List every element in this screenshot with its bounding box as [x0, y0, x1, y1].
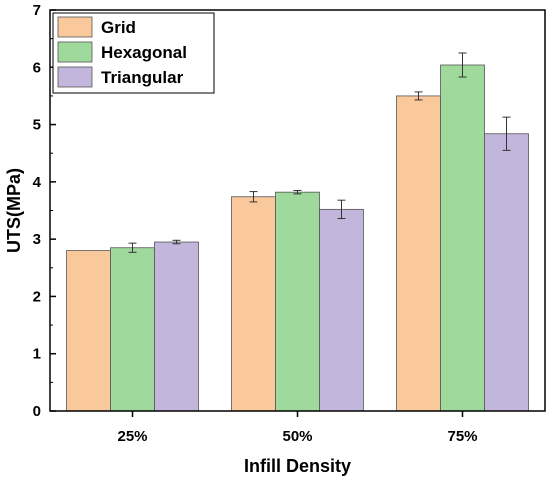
error-bar-hexagonal-50pct — [293, 189, 302, 195]
y-tick-label: 3 — [33, 231, 41, 248]
y-tick-label: 0 — [33, 403, 41, 420]
bar-grid-25pct — [66, 250, 111, 412]
x-tick-label: 75% — [447, 428, 477, 445]
y-axis: 0 1 2 3 4 5 6 7 — [33, 2, 56, 420]
x-tick-label: 25% — [117, 428, 147, 445]
bar-triangular-50pct — [319, 208, 364, 412]
bar-hexagonal-50pct — [275, 191, 320, 412]
legend-swatch — [57, 66, 93, 88]
error-bar-grid-75pct — [414, 91, 423, 101]
y-tick-label: 5 — [33, 117, 41, 134]
legend-label: Grid — [101, 18, 136, 37]
bar-grid-75pct — [396, 95, 441, 412]
legend-swatch — [57, 41, 93, 63]
legend: Grid Hexagonal Triangular — [52, 12, 215, 94]
bar-hexagonal-25pct — [110, 247, 155, 412]
y-tick-label: 4 — [33, 174, 42, 191]
y-tick-label: 2 — [33, 288, 41, 305]
error-bar-triangular-75pct — [502, 116, 511, 151]
legend-label: Hexagonal — [101, 43, 187, 62]
x-axis-title: Infill Density — [244, 456, 351, 476]
bar-hexagonal-75pct — [440, 64, 485, 412]
y-tick-label: 6 — [33, 59, 41, 76]
legend-swatch — [57, 16, 93, 38]
x-axis: 25% 50% 75% — [117, 411, 478, 445]
x-tick-label: 50% — [282, 428, 312, 445]
error-bar-hexagonal-75pct — [458, 52, 467, 78]
error-bar-triangular-25pct — [172, 239, 181, 245]
y-tick-label: 7 — [33, 2, 41, 19]
error-bar-hexagonal-25pct — [128, 242, 137, 253]
bar-triangular-75pct — [484, 133, 529, 412]
bars-layer — [66, 64, 529, 412]
bar-grid-50pct — [231, 196, 276, 412]
errorbars-layer — [128, 52, 511, 253]
y-tick-label: 1 — [33, 346, 41, 363]
legend-label: Triangular — [101, 68, 184, 87]
error-bar-triangular-50pct — [337, 199, 346, 220]
bar-triangular-25pct — [154, 241, 199, 412]
y-axis-title: UTS(MPa) — [4, 168, 24, 253]
error-bar-grid-50pct — [249, 191, 258, 203]
